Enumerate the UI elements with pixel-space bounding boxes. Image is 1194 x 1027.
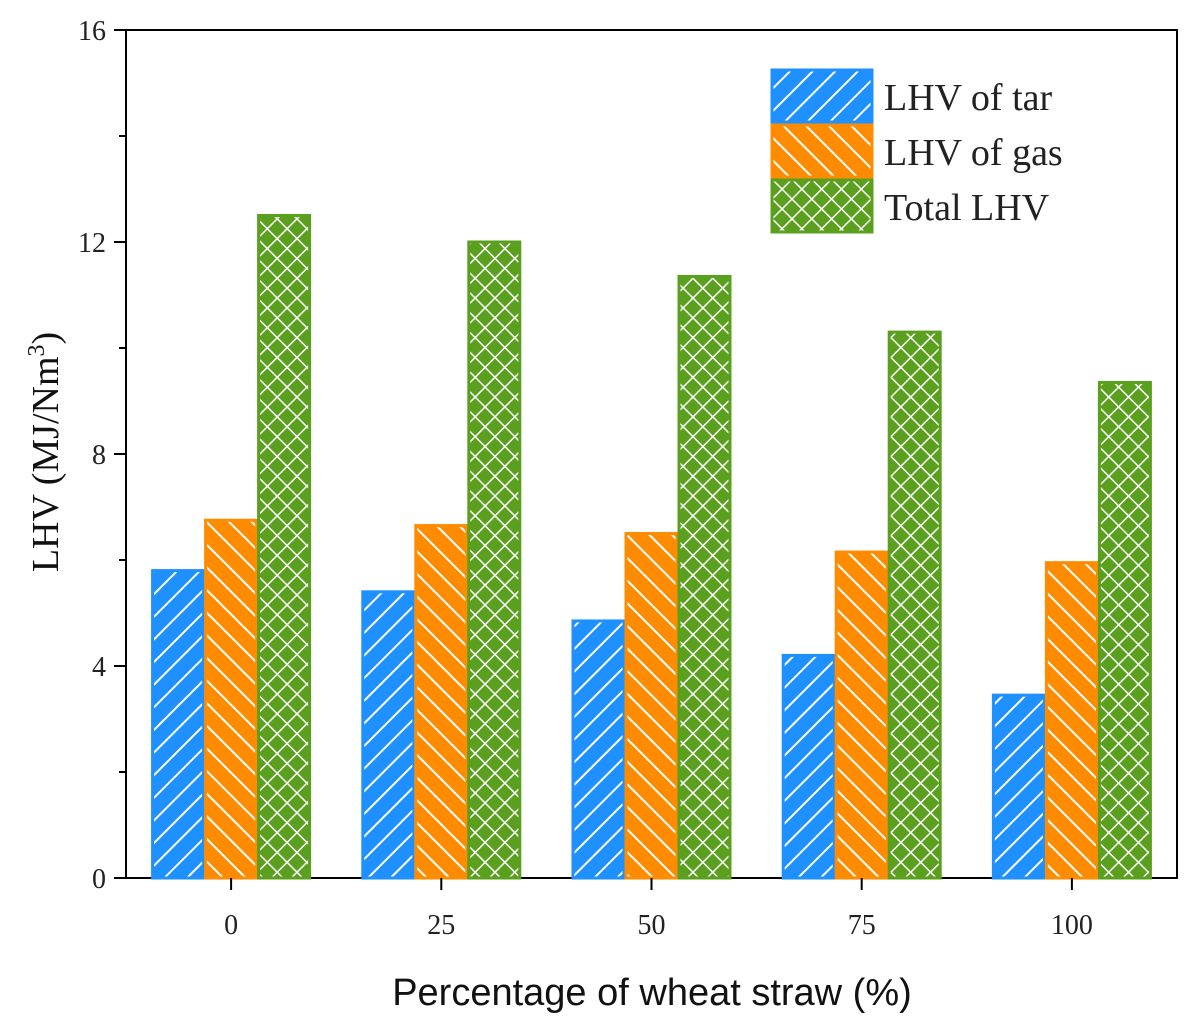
bar-lhv-of-tar-100 <box>991 693 1046 880</box>
bar-lhv-of-tar-75 <box>781 653 836 880</box>
bar-lhv-of-gas-75 <box>834 550 889 880</box>
y-axis-label: LHV (MJ/Nm3) <box>24 332 67 572</box>
y-tick-label: 4 <box>92 652 106 683</box>
y-axis-label-main: LHV (MJ/Nm <box>25 356 67 572</box>
y-tick-label: 0 <box>92 864 106 895</box>
x-tick-label: 100 <box>1051 910 1093 941</box>
legend: LHV of tar LHV of gas Total LHV <box>770 68 1063 234</box>
bar-lhv-of-gas-25 <box>414 524 469 880</box>
x-tick-label: 25 <box>427 910 455 941</box>
legend-label-lhv-of-gas: LHV of gas <box>884 132 1063 174</box>
bar-lhv-of-gas-50 <box>624 532 679 880</box>
bar-lhv-of-tar-0 <box>151 569 206 880</box>
legend-swatch-total-lhv <box>770 178 874 234</box>
x-tick-label: 0 <box>224 910 238 941</box>
bar-lhv-of-gas-0 <box>204 518 259 880</box>
y-axis-label-close: ) <box>25 332 67 345</box>
x-tick-label: 50 <box>638 910 666 941</box>
legend-swatch-lhv-of-tar <box>770 68 874 124</box>
legend-swatch-lhv-of-gas <box>770 123 874 179</box>
bar-total-lhv-25 <box>467 240 522 880</box>
bar-lhv-of-tar-25 <box>361 590 416 880</box>
legend-label-total-lhv: Total LHV <box>884 187 1050 229</box>
y-tick-label: 16 <box>78 16 106 47</box>
y-axis-label-superscript: 3 <box>24 344 50 356</box>
axes-group: 0 25 50 75 100 0 4 8 12 16 <box>78 16 1093 941</box>
bar-lhv-of-gas-100 <box>1044 561 1099 880</box>
y-tick-label: 12 <box>78 228 106 259</box>
x-tick-label: 75 <box>848 910 876 941</box>
bar-total-lhv-0 <box>257 214 312 880</box>
bars-group <box>151 214 1152 880</box>
legend-label-lhv-of-tar: LHV of tar <box>884 77 1052 119</box>
bar-total-lhv-75 <box>887 330 942 880</box>
bar-total-lhv-100 <box>1097 380 1152 880</box>
bar-lhv-of-tar-50 <box>571 619 626 880</box>
y-tick-label: 8 <box>92 440 106 471</box>
bar-total-lhv-50 <box>677 274 732 880</box>
x-axis-label: Percentage of wheat straw (%) <box>392 972 912 1014</box>
